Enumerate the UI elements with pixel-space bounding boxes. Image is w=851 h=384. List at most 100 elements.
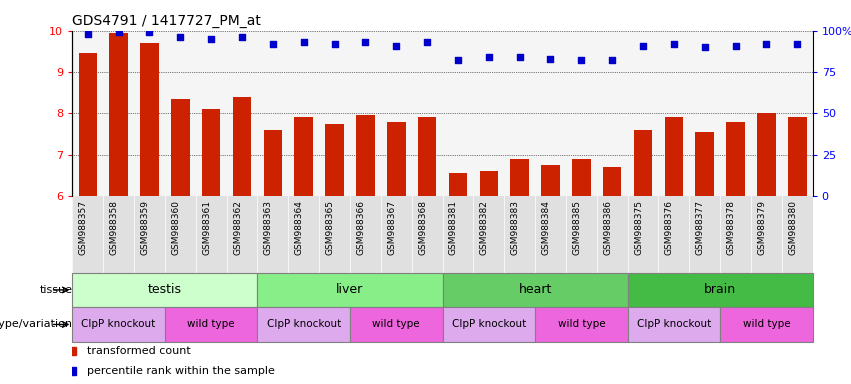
Bar: [418, 118, 437, 196]
Bar: [232, 97, 251, 196]
Bar: [294, 118, 313, 196]
Text: GSM988361: GSM988361: [203, 200, 211, 255]
Bar: [448, 173, 467, 196]
Point: [390, 43, 403, 49]
Bar: [109, 33, 128, 196]
Text: GSM988386: GSM988386: [603, 200, 612, 255]
Bar: [572, 159, 591, 196]
Point: [513, 54, 527, 60]
Bar: [78, 53, 97, 196]
Bar: [140, 43, 158, 196]
Text: tissue: tissue: [39, 285, 72, 295]
Bar: [165, 307, 257, 342]
Point: [605, 57, 619, 63]
Text: brain: brain: [704, 283, 736, 296]
Bar: [726, 121, 745, 196]
Text: liver: liver: [336, 283, 363, 296]
Point: [358, 39, 372, 45]
Bar: [603, 167, 621, 196]
Bar: [387, 121, 405, 196]
Text: GSM988360: GSM988360: [171, 200, 180, 255]
Bar: [443, 273, 627, 307]
Point: [420, 39, 434, 45]
Text: transformed count: transformed count: [87, 346, 191, 356]
Bar: [443, 307, 535, 342]
Bar: [788, 118, 807, 196]
Bar: [257, 273, 443, 307]
Bar: [72, 273, 257, 307]
Point: [111, 29, 125, 35]
Bar: [695, 132, 714, 196]
Text: GSM988362: GSM988362: [233, 200, 242, 255]
Text: GSM988381: GSM988381: [449, 200, 458, 255]
Bar: [720, 307, 813, 342]
Text: GSM988376: GSM988376: [665, 200, 674, 255]
Text: GSM988375: GSM988375: [634, 200, 643, 255]
Text: GSM988364: GSM988364: [294, 200, 304, 255]
Point: [760, 41, 774, 47]
Text: GSM988383: GSM988383: [511, 200, 520, 255]
Text: ClpP knockout: ClpP knockout: [452, 319, 526, 329]
Text: GSM988357: GSM988357: [79, 200, 88, 255]
Bar: [264, 130, 282, 196]
Text: wild type: wild type: [373, 319, 420, 329]
Point: [204, 36, 218, 42]
Bar: [202, 109, 220, 196]
Point: [728, 43, 742, 49]
Text: GSM988358: GSM988358: [110, 200, 118, 255]
Text: GDS4791 / 1417727_PM_at: GDS4791 / 1417727_PM_at: [72, 14, 261, 28]
Bar: [535, 307, 627, 342]
Text: GSM988377: GSM988377: [696, 200, 705, 255]
Text: GSM988385: GSM988385: [573, 200, 581, 255]
Text: GSM988378: GSM988378: [727, 200, 735, 255]
Bar: [350, 307, 443, 342]
Bar: [72, 307, 165, 342]
Point: [544, 56, 557, 62]
Text: GSM988379: GSM988379: [757, 200, 767, 255]
Bar: [665, 118, 683, 196]
Point: [667, 41, 681, 47]
Point: [451, 57, 465, 63]
Text: GSM988382: GSM988382: [480, 200, 488, 255]
Bar: [356, 115, 374, 196]
Text: ClpP knockout: ClpP knockout: [266, 319, 341, 329]
Bar: [757, 113, 775, 196]
Text: wild type: wild type: [743, 319, 791, 329]
Bar: [325, 124, 344, 196]
Text: GSM988365: GSM988365: [326, 200, 334, 255]
Text: wild type: wild type: [187, 319, 235, 329]
Bar: [627, 307, 720, 342]
Bar: [511, 159, 528, 196]
Text: GSM988384: GSM988384: [541, 200, 551, 255]
Bar: [257, 307, 350, 342]
Point: [791, 41, 804, 47]
Text: heart: heart: [518, 283, 551, 296]
Bar: [171, 99, 190, 196]
Point: [637, 43, 650, 49]
Point: [266, 41, 280, 47]
Text: ClpP knockout: ClpP knockout: [637, 319, 711, 329]
Point: [482, 54, 495, 60]
Text: testis: testis: [148, 283, 182, 296]
Text: ClpP knockout: ClpP knockout: [82, 319, 156, 329]
Text: genotype/variation: genotype/variation: [0, 319, 72, 329]
Text: wild type: wild type: [557, 319, 605, 329]
Text: percentile rank within the sample: percentile rank within the sample: [87, 366, 275, 376]
Bar: [479, 171, 498, 196]
Point: [328, 41, 341, 47]
Point: [698, 44, 711, 50]
Text: GSM988366: GSM988366: [357, 200, 365, 255]
Point: [81, 31, 94, 37]
Point: [143, 29, 157, 35]
Bar: [541, 165, 560, 196]
Point: [174, 34, 187, 40]
Text: GSM988368: GSM988368: [418, 200, 427, 255]
Text: GSM988380: GSM988380: [788, 200, 797, 255]
Bar: [627, 273, 813, 307]
Text: GSM988359: GSM988359: [140, 200, 150, 255]
Text: GSM988367: GSM988367: [387, 200, 397, 255]
Text: GSM988363: GSM988363: [264, 200, 273, 255]
Bar: [634, 130, 652, 196]
Point: [574, 57, 588, 63]
Point: [235, 34, 248, 40]
